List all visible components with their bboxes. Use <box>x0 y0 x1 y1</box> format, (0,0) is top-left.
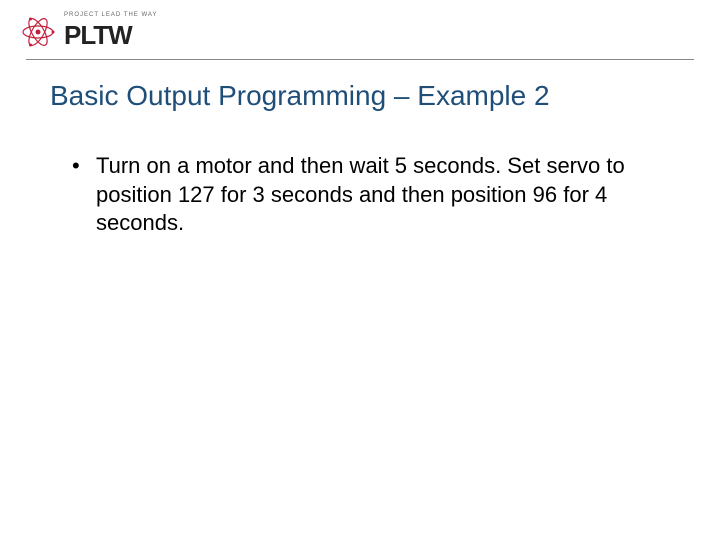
slide-content: Basic Output Programming – Example 2 Tur… <box>0 60 720 238</box>
slide-title: Basic Output Programming – Example 2 <box>50 80 670 112</box>
header: PROJECT LEAD THE WAY PLTW <box>0 0 720 59</box>
bullet-list: Turn on a motor and then wait 5 seconds.… <box>50 152 670 238</box>
bullet-item: Turn on a motor and then wait 5 seconds.… <box>84 152 670 238</box>
logo-main: PLTW <box>64 20 157 51</box>
logo-text-group: PROJECT LEAD THE WAY PLTW <box>64 12 157 51</box>
atom-icon <box>20 14 56 50</box>
logo-tagline: PROJECT LEAD THE WAY <box>64 12 157 18</box>
